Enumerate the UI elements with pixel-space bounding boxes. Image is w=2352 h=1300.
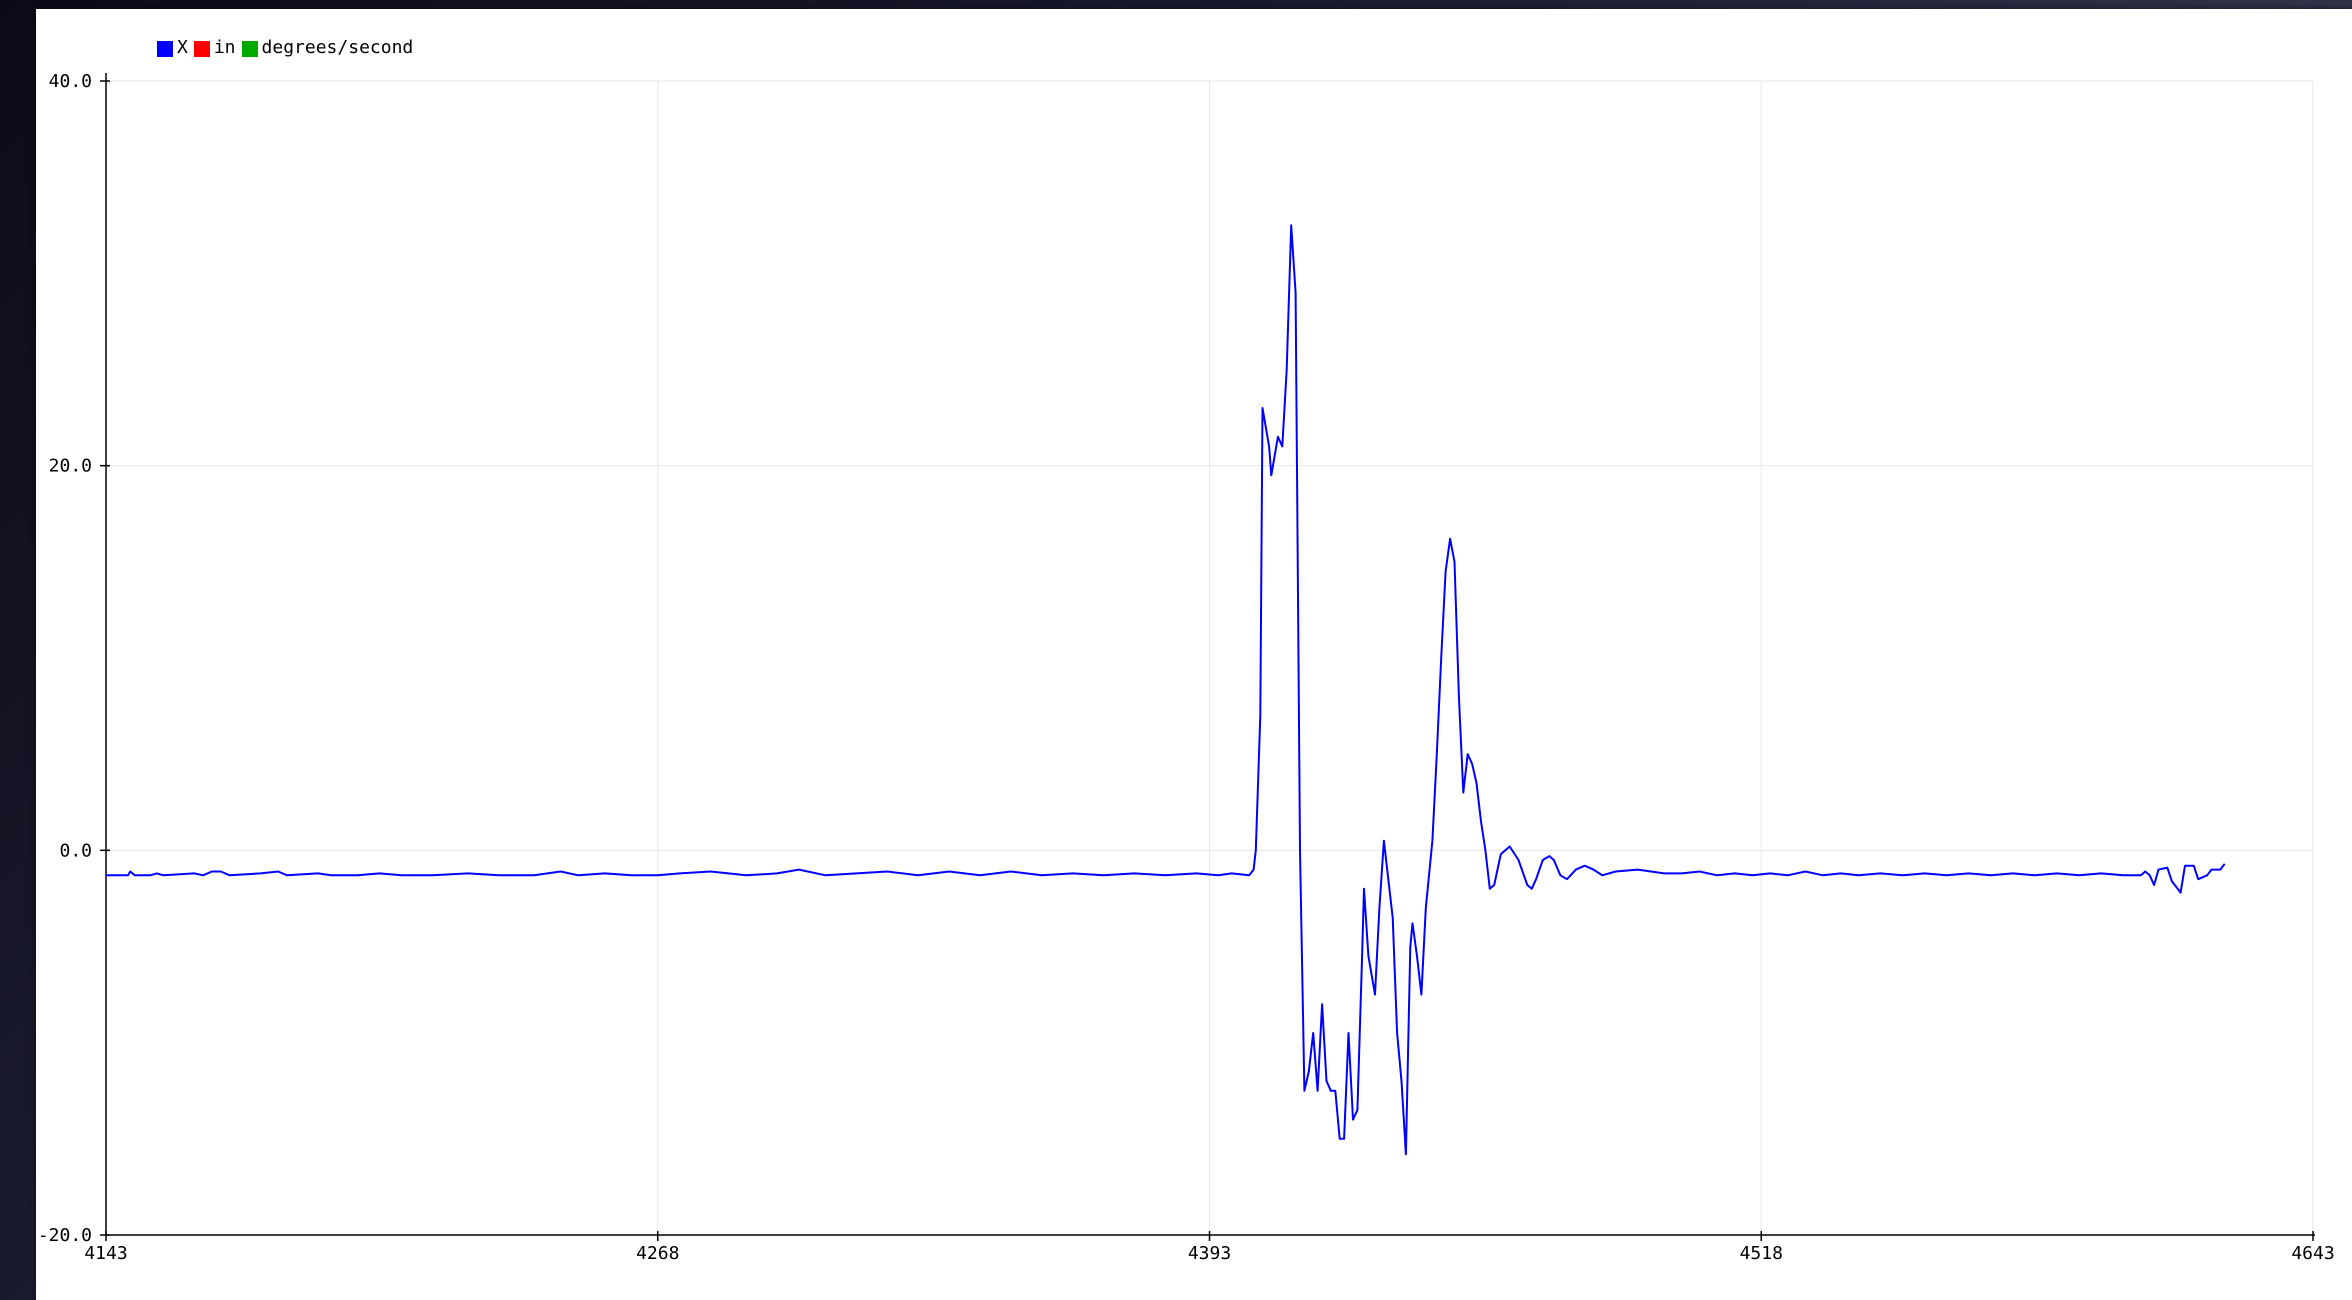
y-tick-label: 0.0 bbox=[59, 840, 92, 861]
legend-label-x: X bbox=[177, 36, 188, 58]
legend-label-degrees-per-second: degrees/second bbox=[261, 36, 414, 58]
legend-item-degrees-per-second: degrees/second bbox=[241, 36, 414, 58]
legend-item-in: in bbox=[193, 36, 236, 58]
grid-lines bbox=[105, 80, 2314, 1236]
x-tick-label: 4268 bbox=[636, 1243, 679, 1264]
x-tick-label: 4143 bbox=[84, 1243, 127, 1264]
legend-label-in: in bbox=[213, 36, 236, 58]
y-tick-label: 40.0 bbox=[49, 71, 92, 92]
series-lines bbox=[106, 224, 2226, 1156]
legend: X in degrees/second bbox=[157, 33, 419, 61]
legend-swatch-x bbox=[157, 40, 173, 57]
plotter-window: X in degrees/second bbox=[36, 9, 2352, 1300]
y-tick-label: 20.0 bbox=[49, 456, 92, 477]
series-line-x bbox=[106, 224, 2226, 1156]
x-tick-label: 4518 bbox=[1740, 1243, 1783, 1264]
legend-item-x: X bbox=[157, 37, 188, 58]
legend-swatch-in bbox=[193, 40, 210, 57]
legend-swatch-degrees-per-second bbox=[241, 40, 258, 57]
x-tick-label: 4643 bbox=[2291, 1243, 2334, 1264]
axes bbox=[100, 73, 2315, 1241]
y-tick-label: -20.0 bbox=[38, 1225, 92, 1246]
x-tick-label: 4393 bbox=[1188, 1243, 1231, 1264]
